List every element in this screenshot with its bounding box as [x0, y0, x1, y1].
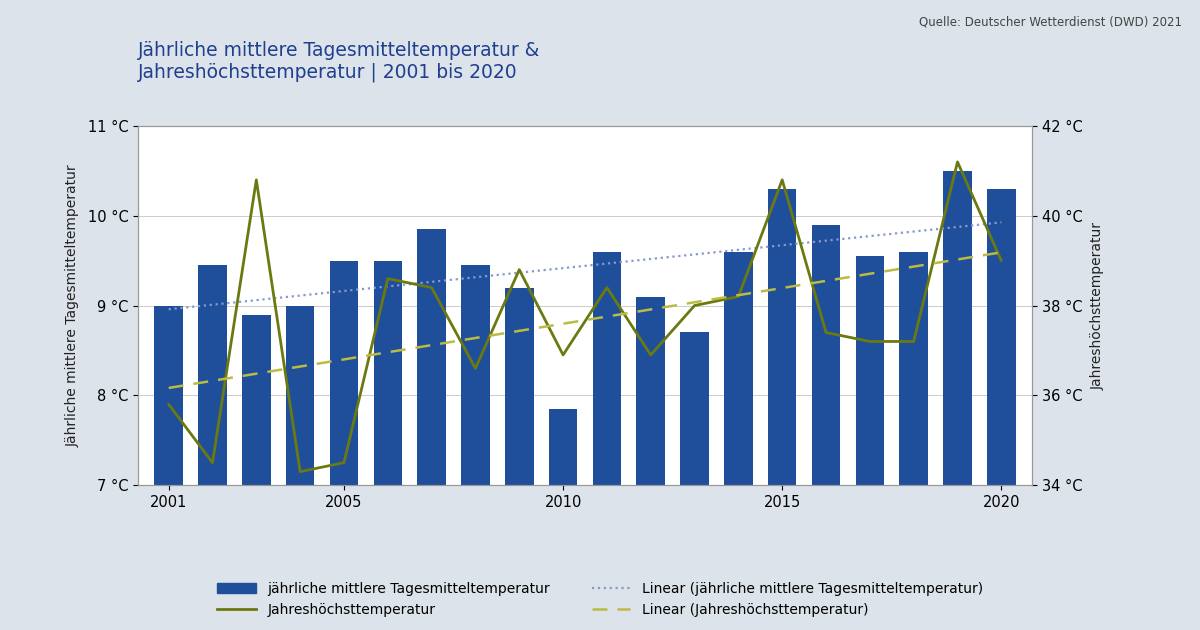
Text: Jahreshöchsttemperatur | 2001 bis 2020: Jahreshöchsttemperatur | 2001 bis 2020: [138, 63, 517, 83]
Bar: [548, 409, 577, 485]
Bar: [505, 288, 534, 485]
Bar: [988, 189, 1015, 485]
Bar: [636, 297, 665, 485]
Bar: [418, 229, 446, 485]
Text: Quelle: Deutscher Wetterdienst (DWD) 2021: Quelle: Deutscher Wetterdienst (DWD) 202…: [919, 16, 1182, 29]
Bar: [155, 306, 182, 485]
Legend: jährliche mittlere Tagesmitteltemperatur, Jahreshöchsttemperatur, Linear (jährli: jährliche mittlere Tagesmitteltemperatur…: [217, 582, 983, 617]
Bar: [811, 225, 840, 485]
Bar: [768, 189, 797, 485]
Bar: [856, 256, 884, 485]
Bar: [286, 306, 314, 485]
Y-axis label: Jahreshöchsttemperatur: Jahreshöchsttemperatur: [1091, 222, 1105, 389]
Bar: [680, 333, 709, 485]
Text: Jährliche mittlere Tagesmitteltemperatur &: Jährliche mittlere Tagesmitteltemperatur…: [138, 41, 540, 60]
Y-axis label: Jährliche mittlere Tagesmitteltemperatur: Jährliche mittlere Tagesmitteltemperatur: [65, 164, 79, 447]
Bar: [373, 261, 402, 485]
Bar: [242, 314, 270, 485]
Bar: [724, 252, 752, 485]
Bar: [198, 265, 227, 485]
Bar: [461, 265, 490, 485]
Bar: [900, 252, 928, 485]
Bar: [330, 261, 359, 485]
Bar: [943, 171, 972, 485]
Bar: [593, 252, 622, 485]
